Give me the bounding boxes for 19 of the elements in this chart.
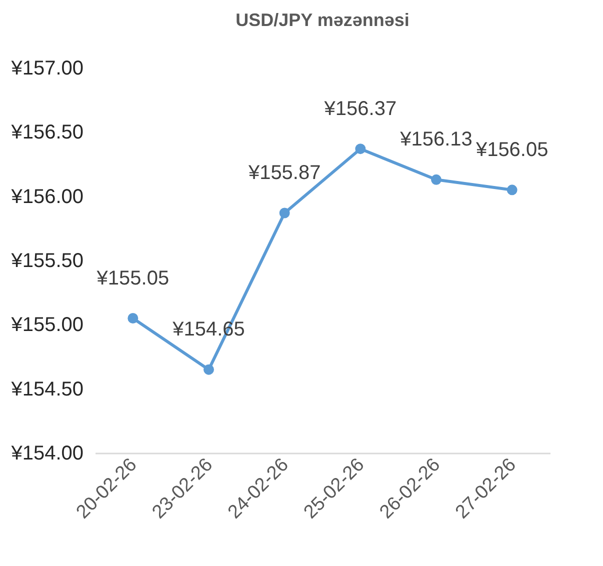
data-label: ¥155.05: [96, 267, 170, 290]
y-tick-label: ¥155.00: [10, 314, 84, 336]
y-tick-label: ¥156.50: [10, 122, 84, 144]
y-tick-label: ¥155.50: [10, 250, 84, 272]
y-tick-label: ¥156.00: [10, 186, 84, 208]
data-label: ¥156.37: [323, 98, 397, 120]
data-label: ¥156.05: [474, 138, 548, 161]
point: [506, 184, 518, 196]
y-tick-label: ¥157.00: [10, 58, 84, 80]
y-tick-label: ¥154.50: [10, 378, 84, 400]
chart-title: USD/JPY məzənnəsi: [236, 10, 410, 30]
point: [204, 364, 214, 375]
point: [279, 208, 290, 218]
point: [128, 313, 138, 324]
point: [431, 174, 442, 185]
data-label: ¥155.87: [247, 162, 321, 184]
y-tick-label: ¥154.00: [10, 442, 84, 464]
point: [355, 144, 366, 154]
data-label: ¥156.13: [399, 128, 472, 151]
